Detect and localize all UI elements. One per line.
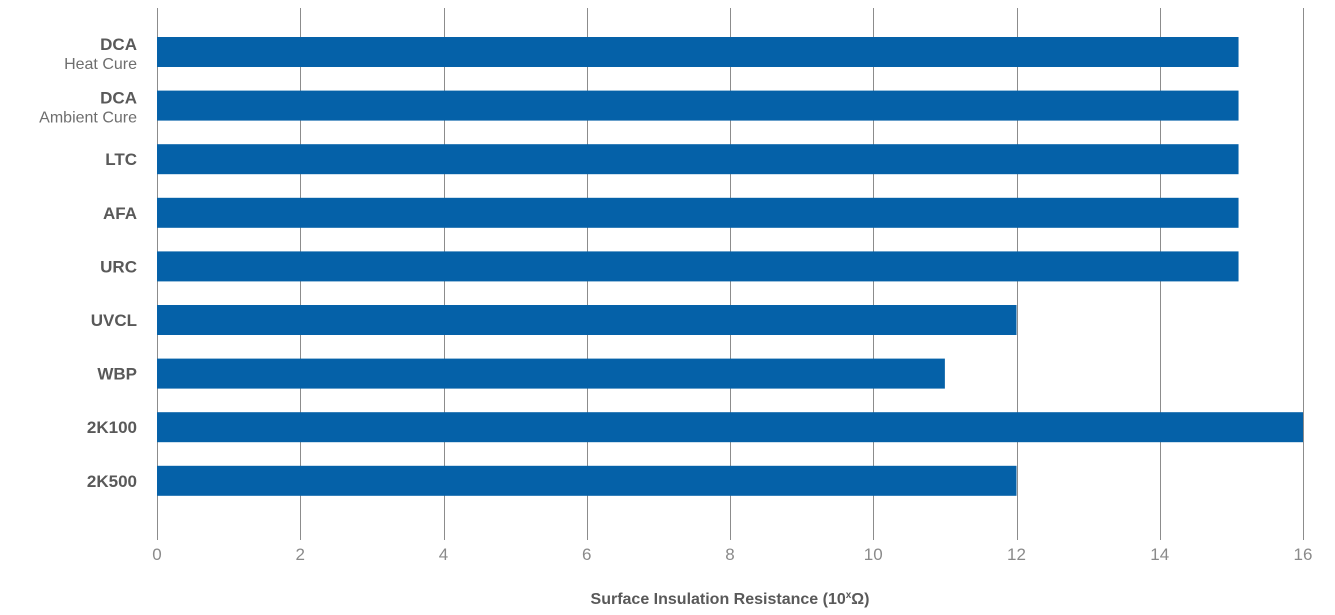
x-tick-label: 12 xyxy=(1007,545,1026,564)
x-tick-label: 10 xyxy=(864,545,883,564)
bar xyxy=(157,37,1239,67)
bar xyxy=(157,358,945,389)
category-sublabel: Heat Cure xyxy=(64,56,137,73)
x-tick-label: 16 xyxy=(1294,545,1313,564)
bar xyxy=(157,90,1239,121)
bar xyxy=(157,251,1239,282)
category-label: UVCL xyxy=(91,311,137,330)
category-label: LTC xyxy=(105,150,137,169)
category-label: WBP xyxy=(97,365,137,384)
category-label: DCA xyxy=(100,89,137,108)
x-tick-label: 4 xyxy=(439,545,448,564)
category-label: DCA xyxy=(100,35,137,54)
x-axis-title-sup: x xyxy=(846,590,852,601)
category-label: AFA xyxy=(103,204,137,223)
x-tick-labels: 0 2 4 6 8 10 12 14 16 xyxy=(152,545,1312,564)
x-axis-title: Surface Insulation Resistance (10xΩ) xyxy=(591,590,870,608)
bar xyxy=(157,412,1303,443)
category-label: 2K500 xyxy=(87,472,137,491)
x-axis-title-text: Surface Insulation Resistance (10 xyxy=(591,591,846,608)
category-sublabel: Ambient Cure xyxy=(39,110,137,127)
bars xyxy=(157,37,1303,496)
bar xyxy=(157,465,1017,496)
x-tick-label: 2 xyxy=(296,545,305,564)
x-tick-label: 6 xyxy=(582,545,591,564)
bar xyxy=(157,197,1239,228)
bar xyxy=(157,305,1017,335)
x-axis-title-suffix: Ω) xyxy=(851,591,869,608)
category-label: 2K100 xyxy=(87,418,137,437)
x-tick-label: 0 xyxy=(152,545,161,564)
category-labels: DCA Heat Cure DCA Ambient Cure LTC AFA URC UVCL… xyxy=(39,35,137,491)
x-tick-label: 8 xyxy=(725,545,734,564)
bar xyxy=(157,144,1239,175)
category-label: URC xyxy=(100,257,137,276)
x-tick-label: 14 xyxy=(1150,545,1169,564)
